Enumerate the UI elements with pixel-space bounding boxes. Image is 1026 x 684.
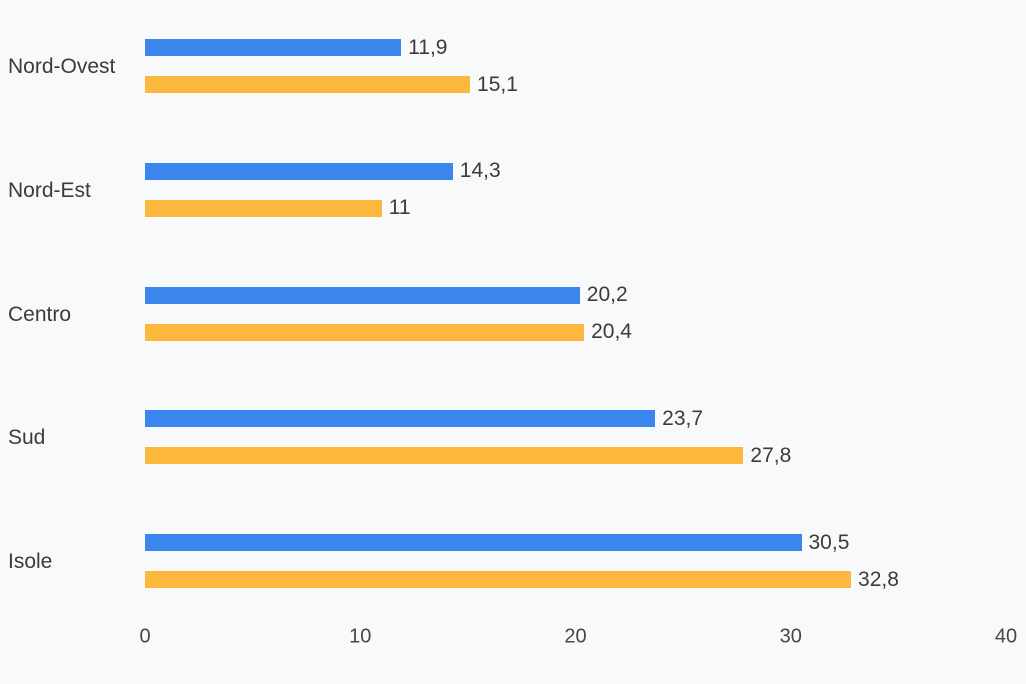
x-axis-tick-label: 20 [564, 625, 587, 648]
bar-series-2 [145, 447, 744, 465]
value-label: 20,4 [591, 320, 632, 344]
bar-series-2 [145, 571, 852, 589]
value-label: 11 [388, 196, 411, 220]
bar-series-1 [145, 410, 656, 428]
x-axis-tick-label: 30 [779, 625, 802, 648]
category-label: Isole [8, 550, 53, 574]
value-label: 30,5 [808, 530, 850, 554]
value-label: 14,3 [459, 159, 501, 183]
x-axis-tick-label: 40 [994, 625, 1018, 648]
value-label: 27,8 [750, 443, 792, 467]
value-label: 32,8 [858, 567, 899, 591]
bar-series-2 [145, 76, 471, 93]
bar-series-1 [145, 534, 802, 552]
category-label: Sud [8, 426, 46, 450]
value-label: 23,7 [662, 406, 704, 430]
value-label: 11,9 [408, 35, 448, 59]
bar-series-2 [145, 323, 585, 341]
bar-series-1 [145, 39, 402, 56]
bar-series-2 [145, 199, 382, 217]
value-label: 20,2 [586, 283, 628, 307]
value-label: 15,1 [477, 72, 518, 96]
category-label: Centro [8, 302, 72, 326]
bar-series-1 [145, 162, 453, 180]
bar-series-1 [145, 286, 580, 304]
x-axis-tick-label: 0 [139, 625, 151, 648]
x-axis-tick-label: 10 [349, 625, 372, 648]
category-label: Nord-Est [8, 178, 91, 202]
category-label: Nord-Ovest [8, 55, 116, 78]
